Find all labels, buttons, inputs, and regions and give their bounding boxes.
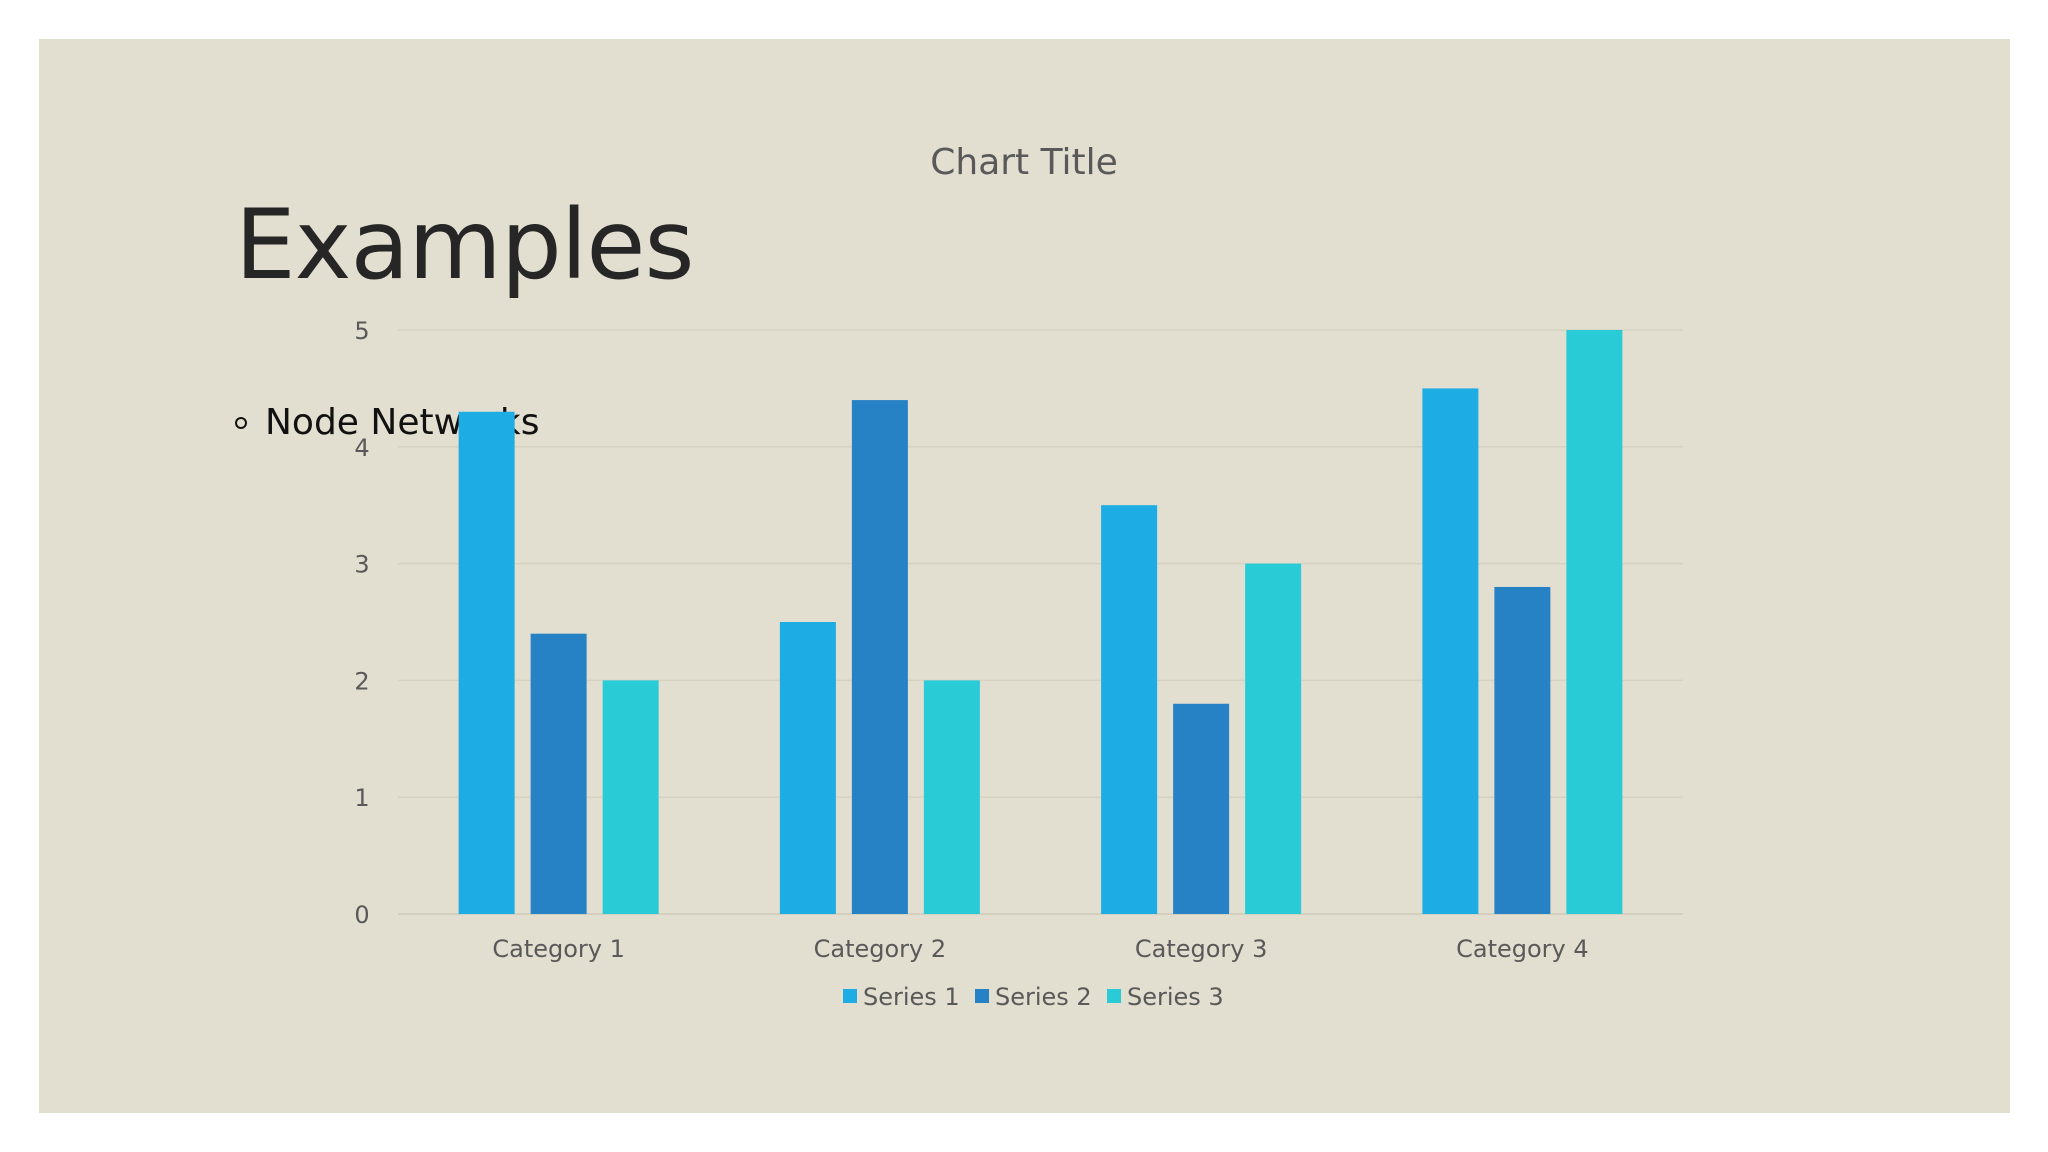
bar-series-2-category-2 bbox=[851, 400, 908, 915]
y-tick-label: 1 bbox=[354, 784, 369, 812]
legend-swatch-series-3 bbox=[1107, 989, 1121, 1003]
legend: Series 1 Series 2 Series 3 bbox=[843, 983, 1224, 1011]
bar-series-3-category-1 bbox=[602, 680, 659, 914]
bars bbox=[458, 330, 1623, 915]
legend-label-series-1: Series 1 bbox=[863, 983, 960, 1011]
bar-series-3-category-4 bbox=[1566, 330, 1623, 914]
legend-label-series-2: Series 2 bbox=[995, 983, 1092, 1011]
y-tick-label: 5 bbox=[354, 317, 369, 345]
y-tick-label: 4 bbox=[354, 434, 369, 462]
bar-series-2-category-3 bbox=[1173, 703, 1230, 914]
bar-series-3-category-2 bbox=[923, 680, 980, 914]
legend-label-series-3: Series 3 bbox=[1127, 983, 1224, 1011]
legend-swatch-series-2 bbox=[975, 989, 989, 1003]
bullet-circle-icon bbox=[235, 416, 247, 429]
gridlines bbox=[398, 329, 1683, 915]
chart-title: Chart Title bbox=[930, 142, 1118, 183]
y-tick-label: 3 bbox=[354, 551, 369, 579]
bar-series-1-category-3 bbox=[1101, 505, 1158, 914]
bar-series-3-category-3 bbox=[1245, 563, 1302, 914]
bar-series-2-category-4 bbox=[1494, 586, 1551, 914]
x-tick-label: Category 4 bbox=[1456, 935, 1589, 963]
x-axis-ticks: Category 1 Category 2 Category 3 Category 4 bbox=[492, 935, 1588, 963]
slide: Examples Node Networks bbox=[39, 39, 2010, 1113]
bar-series-1-category-1 bbox=[458, 411, 515, 914]
bar-series-1-category-4 bbox=[1422, 388, 1479, 914]
y-tick-label: 2 bbox=[354, 667, 369, 695]
y-tick-label: 0 bbox=[354, 901, 369, 929]
y-axis-ticks: 0 1 2 3 4 5 bbox=[354, 317, 369, 929]
bar-series-1-category-2 bbox=[779, 622, 836, 914]
x-tick-label: Category 2 bbox=[814, 935, 947, 963]
x-tick-label: Category 3 bbox=[1135, 935, 1268, 963]
legend-swatch-series-1 bbox=[843, 989, 857, 1003]
bar-series-2-category-1 bbox=[530, 633, 587, 914]
x-tick-label: Category 1 bbox=[492, 935, 625, 963]
slide-title: Examples bbox=[235, 189, 694, 301]
